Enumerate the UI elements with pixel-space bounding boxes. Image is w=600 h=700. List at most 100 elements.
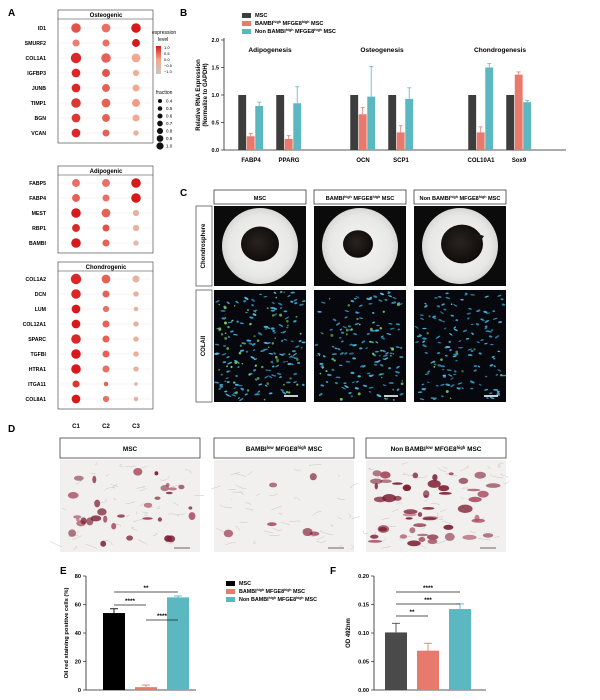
cell-fiber [119,463,124,468]
nucleus [422,340,426,343]
expression-dot [133,336,139,342]
lipid-droplet [409,527,416,534]
legend-label: BAMBIhigh MFGE8high MSC [239,588,305,595]
row-label-colaii: COLAII [201,336,207,357]
colaii-signal [288,353,291,356]
gene-label: BAMBI [29,241,47,247]
x-tick-label: FABP4 [241,158,261,164]
expression-dot [101,23,111,33]
nucleus [294,302,298,305]
colaii-signal [226,347,230,350]
nucleus [385,397,389,401]
group-title: Adipogenesis [248,47,292,54]
nucleus [241,388,244,391]
cell-fiber [85,543,97,549]
nucleus [241,342,247,345]
lipid-droplet [443,524,454,530]
y-tick-label: 80 [75,574,81,580]
fraction-legend-label: 0.8 [166,129,173,134]
colaii-signal [285,390,289,394]
nucleus [348,352,354,355]
lipid-droplet [380,479,392,484]
nucleus [435,385,439,387]
nucleus [249,316,254,319]
legend-swatch [242,29,251,34]
bar [255,106,264,150]
cell-fiber [402,472,406,476]
cell-fiber [139,503,144,506]
expression-dot [71,304,81,314]
nucleus [298,339,302,343]
colaii-signal [328,298,331,300]
nucleus [325,381,329,383]
colaii-signal [239,344,242,347]
lipid-droplet [422,507,435,510]
colaii-image-bg [314,290,406,402]
nucleus [287,294,291,298]
lipid-droplet [403,509,418,515]
nucleus [373,363,378,366]
nucleus [366,332,370,335]
lipid-droplet [142,517,153,520]
colaii-signal [300,346,303,349]
lipid-droplet [462,534,477,540]
x-tick-label: SCP1 [393,158,409,164]
gene-label: HTRA1 [29,367,46,373]
cell-fiber [168,484,181,489]
colaii-signal [235,391,239,395]
nucleus [424,304,428,308]
nucleus [243,300,247,303]
nucleus [384,357,389,360]
expression-dot [131,23,141,33]
cell-fiber [388,523,396,528]
expression-dot [71,349,81,359]
cell-fiber [336,497,345,500]
colaii-signal [318,354,321,357]
expression-dot [132,39,140,47]
bar [396,132,405,150]
nucleus [441,395,444,398]
y-tick-label: 2.0 [212,38,220,44]
colaii-signal [400,382,404,386]
nucleus [271,374,277,377]
nucleus [486,397,489,399]
nucleus [239,322,244,325]
nucleus [373,295,378,298]
colaii-signal [392,398,395,401]
cell-fiber [100,499,108,504]
lipid-droplet [468,496,482,503]
cell-fiber [490,474,503,479]
nucleus [482,319,485,322]
nucleus [291,350,296,353]
expression-dot [133,321,139,327]
bar [367,96,376,150]
nucleus [264,384,268,387]
nucleus [264,328,268,330]
panel-letter-e: E [60,566,67,577]
colaii-signal [450,303,453,305]
lipid-droplet [154,471,159,476]
nucleus [471,332,474,335]
nucleus [476,341,480,344]
gene-label: ID1 [38,26,46,32]
nucleus [293,372,298,376]
nucleus [252,313,257,316]
colaii-signal [428,315,431,318]
cell-fiber [168,513,180,517]
nucleus [473,369,477,372]
cluster-label: C3 [132,424,140,430]
nucleus [253,369,257,372]
colaii-signal [276,358,279,361]
nucleus [347,325,351,328]
colaii-signal [500,374,503,377]
cell-fiber [461,487,471,490]
significance-label: *** [424,597,432,604]
colaii-signal [218,303,220,306]
bar [350,95,359,150]
lipid-droplet [482,533,494,538]
lipid-droplet [117,514,125,518]
significance-label: ** [410,609,415,616]
colaii-signal [275,296,278,299]
